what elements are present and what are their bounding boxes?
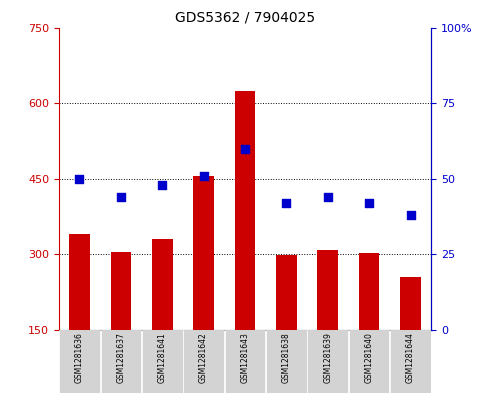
Point (200, 173, 208, 179)
FancyBboxPatch shape (59, 330, 100, 393)
FancyBboxPatch shape (225, 330, 265, 393)
Bar (235, 90, 255, 330)
FancyBboxPatch shape (390, 330, 431, 393)
FancyBboxPatch shape (100, 330, 141, 393)
Text: GSM1281644: GSM1281644 (406, 332, 415, 383)
Point (241, 145, 249, 152)
Bar (359, 253, 379, 330)
Bar (69, 234, 90, 330)
FancyBboxPatch shape (266, 330, 307, 393)
Text: GSM1281638: GSM1281638 (282, 332, 291, 383)
Text: GSM1281639: GSM1281639 (323, 332, 332, 383)
Text: GSM1281642: GSM1281642 (199, 332, 208, 383)
FancyBboxPatch shape (183, 330, 224, 393)
Text: GSM1281643: GSM1281643 (241, 332, 249, 383)
Point (365, 200, 373, 206)
Point (324, 194, 332, 200)
Bar (111, 252, 131, 330)
Bar (193, 176, 214, 330)
Point (158, 182, 166, 188)
Point (407, 212, 415, 218)
Text: GSM1281636: GSM1281636 (75, 332, 84, 383)
Point (75, 176, 83, 182)
Bar (400, 277, 421, 330)
Text: GSM1281637: GSM1281637 (116, 332, 125, 383)
FancyBboxPatch shape (142, 330, 182, 393)
FancyBboxPatch shape (349, 330, 390, 393)
Text: GSM1281641: GSM1281641 (158, 332, 167, 383)
Bar (318, 250, 338, 330)
FancyBboxPatch shape (308, 330, 348, 393)
Point (282, 200, 290, 206)
Bar (276, 255, 297, 330)
Point (117, 194, 125, 200)
Text: GSM1281640: GSM1281640 (365, 332, 374, 383)
Title: GDS5362 / 7904025: GDS5362 / 7904025 (175, 11, 315, 25)
Bar (152, 239, 172, 330)
